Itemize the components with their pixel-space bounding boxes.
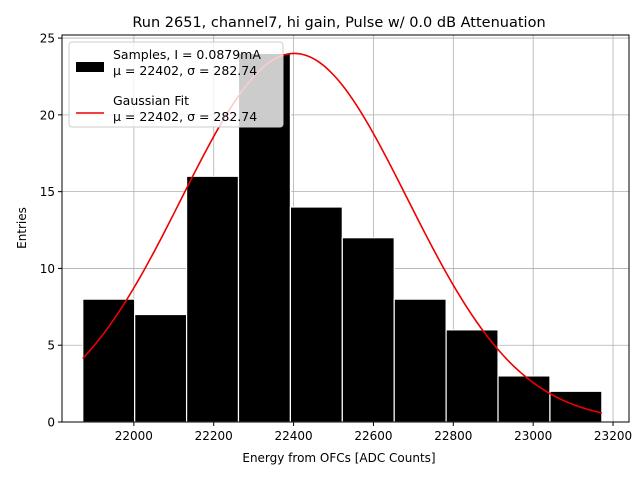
x-tick-label-2: 22400 <box>274 429 312 443</box>
x-axis-ticks: 22000 22200 22400 22600 22800 23000 23200 <box>115 422 632 443</box>
histogram-bar-1 <box>134 313 188 423</box>
y-tick-label-0: 0 <box>47 416 55 430</box>
x-tick-label-0: 22000 <box>115 429 153 443</box>
legend-label-0-line2: μ = 22402, σ = 282.74 <box>113 63 257 78</box>
legend-label-0-line1: Samples, I = 0.0879mA <box>113 47 261 62</box>
histogram-bar-8 <box>497 375 551 423</box>
legend-swatch-samples <box>76 62 104 72</box>
x-tick-label-5: 23000 <box>514 429 552 443</box>
histogram-bar-4 <box>289 206 343 423</box>
histogram-bar-0 <box>82 298 136 423</box>
histogram-bar-9 <box>549 390 603 423</box>
plot-frame <box>61 34 630 423</box>
legend-box <box>68 41 284 128</box>
x-tick-label-3: 22600 <box>354 429 392 443</box>
histogram-bar-6 <box>393 298 447 423</box>
y-tick-label-5: 25 <box>40 32 55 46</box>
legend-label-1-line1: Gaussian Fit <box>113 93 189 108</box>
chart-title: Run 2651, channel7, hi gain, Pulse w/ 0.… <box>132 15 545 31</box>
gaussian-fit <box>82 52 603 414</box>
x-axis-label: Energy from OFCs [ADC Counts] <box>242 451 435 465</box>
x-tick-label-6: 23200 <box>594 429 632 443</box>
y-tick-label-3: 15 <box>40 185 55 199</box>
y-axis-ticks: 0 5 10 15 20 25 <box>40 32 62 430</box>
y-tick-label-2: 10 <box>40 262 55 276</box>
y-tick-label-4: 20 <box>40 108 55 122</box>
legend-label-1-line2: μ = 22402, σ = 282.74 <box>113 109 257 124</box>
x-tick-label-1: 22200 <box>195 429 233 443</box>
gaussian-fit-line <box>82 52 603 414</box>
histogram-bar-7 <box>445 329 499 423</box>
y-tick-label-1: 5 <box>47 339 55 353</box>
x-tick-label-4: 22800 <box>434 429 472 443</box>
histogram-bar-5 <box>341 237 395 423</box>
y-axis-label: Entries <box>15 207 29 249</box>
histogram-bar-2 <box>185 175 240 423</box>
